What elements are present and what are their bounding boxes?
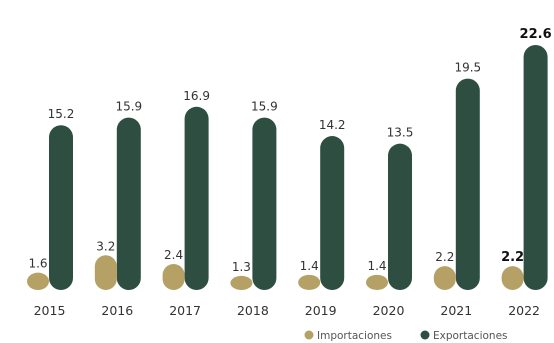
label-exportaciones-2017: 16.9 [183,89,210,103]
tick-label-2019: 2019 [305,303,337,318]
tick-label-2016: 2016 [101,303,133,318]
legend-label-exportaciones: Exportaciones [433,330,508,342]
tick-label-2017: 2017 [169,303,201,318]
bar-exportaciones-2019 [320,136,345,290]
label-importaciones-2020: 1.4 [367,259,386,273]
bar-importaciones-2016 [94,255,117,290]
bar-exportaciones-2015 [49,125,73,290]
bar-importaciones-2022 [501,266,524,290]
bar-exportaciones-2018 [252,117,277,290]
label-importaciones-2019: 1.4 [300,259,319,273]
bar-exportaciones-2021 [455,78,480,290]
legend-marker-exportaciones [420,330,430,340]
legend: Importaciones Exportaciones [304,330,508,342]
label-exportaciones-2015: 15.2 [48,107,75,121]
label-importaciones-2017: 2.4 [164,248,183,262]
label-exportaciones-2020: 13.5 [387,126,414,140]
bar-importaciones-2020 [366,274,388,290]
bar-importaciones-2019 [298,274,321,290]
bar-importaciones-2015 [27,272,49,290]
label-importaciones-2015: 1.6 [28,257,47,271]
label-exportaciones-2022: 22.6 [520,27,552,42]
legend-label-importaciones: Importaciones [317,330,392,342]
legend-marker-importaciones [304,330,314,340]
bar-importaciones-2017 [162,263,185,290]
tick-label-2021: 2021 [440,303,472,318]
bar-exportaciones-2017 [184,106,209,290]
tick-label-2020: 2020 [373,303,405,318]
bar-importaciones-2021 [433,266,456,290]
label-importaciones-2022: 2.2 [501,250,524,265]
label-exportaciones-2016: 15.9 [115,100,142,114]
tick-label-2018: 2018 [237,303,269,318]
bar-exportaciones-2022 [523,45,548,290]
label-exportaciones-2019: 14.2 [319,118,346,132]
bar-importaciones-2018 [230,275,253,290]
bar-exportaciones-2020 [388,143,412,290]
tick-label-2022: 2022 [508,303,540,318]
bar-exportaciones-2016 [116,117,141,290]
label-exportaciones-2018: 15.9 [251,100,278,114]
label-importaciones-2016: 3.2 [96,239,115,253]
label-importaciones-2021: 2.2 [435,250,454,264]
tick-label-2015: 2015 [34,303,66,318]
label-exportaciones-2021: 19.5 [454,61,481,75]
label-importaciones-2018: 1.3 [232,260,251,274]
